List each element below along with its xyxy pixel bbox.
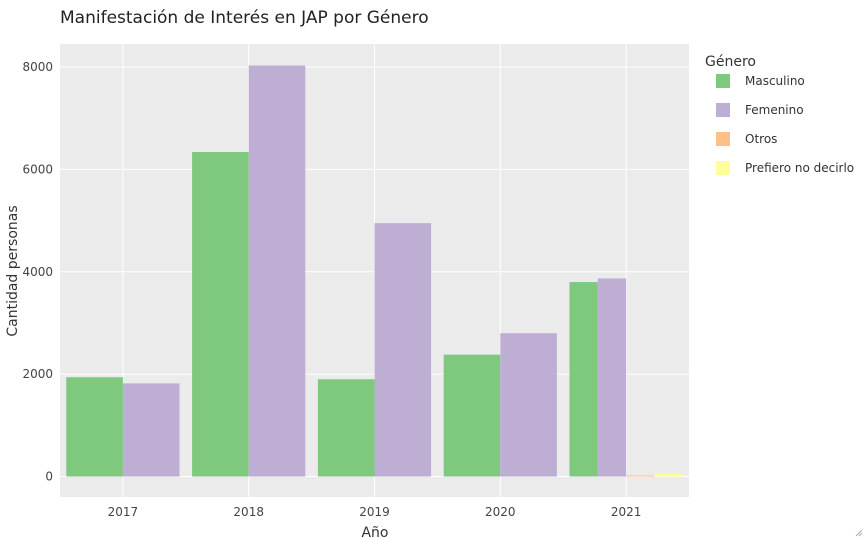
bar[interactable] (248, 65, 306, 477)
x-tick-label: 2017 (108, 505, 139, 519)
legend-swatch (716, 103, 730, 117)
legend-label: Femenino (745, 103, 804, 117)
legend-label: Prefiero no decirlo (745, 161, 854, 175)
x-tick-label: 2019 (359, 505, 390, 519)
legend-label: Masculino (745, 74, 805, 88)
legend-item[interactable]: Masculino (716, 74, 805, 88)
legend-swatch (716, 74, 730, 88)
legend-item[interactable]: Femenino (716, 103, 804, 117)
bar[interactable] (626, 475, 655, 477)
bar[interactable] (500, 333, 557, 477)
y-tick-label: 4000 (22, 265, 53, 279)
bar[interactable] (443, 354, 501, 477)
legend-item[interactable]: Prefiero no decirlo (716, 161, 854, 175)
y-tick-label: 6000 (22, 162, 53, 176)
bar[interactable] (317, 379, 375, 477)
y-tick-label: 2000 (22, 367, 53, 381)
legend-swatch (716, 132, 730, 146)
y-axis-title: Cantidad personas (5, 205, 21, 336)
bar[interactable] (66, 377, 123, 477)
legend-item[interactable]: Otros (716, 132, 777, 146)
x-axis-title: Año (361, 525, 388, 538)
bar[interactable] (569, 282, 598, 477)
legend-label: Otros (745, 132, 777, 146)
bars (66, 65, 683, 477)
resize-handle-icon[interactable] (855, 529, 863, 537)
y-axis-ticks: 0 2000 4000 6000 8000 (22, 60, 53, 483)
bar[interactable] (192, 152, 249, 477)
bar[interactable] (597, 278, 627, 477)
x-tick-label: 2018 (233, 505, 264, 519)
y-tick-label: 0 (45, 470, 53, 484)
x-tick-label: 2021 (611, 505, 642, 519)
bar[interactable] (654, 473, 683, 477)
bar[interactable] (374, 223, 432, 477)
legend-title: Género (705, 54, 756, 70)
x-tick-label: 2020 (485, 505, 516, 519)
x-axis-ticks: 2017 2018 2019 2020 2021 (108, 505, 642, 519)
y-tick-label: 8000 (22, 60, 53, 74)
chart-title: Manifestación de Interés en JAP por Géne… (60, 8, 429, 28)
legend-swatch (716, 161, 730, 175)
bar[interactable] (122, 383, 180, 477)
legend: Género Masculino Femenino Otros Prefiero no… (705, 54, 854, 175)
